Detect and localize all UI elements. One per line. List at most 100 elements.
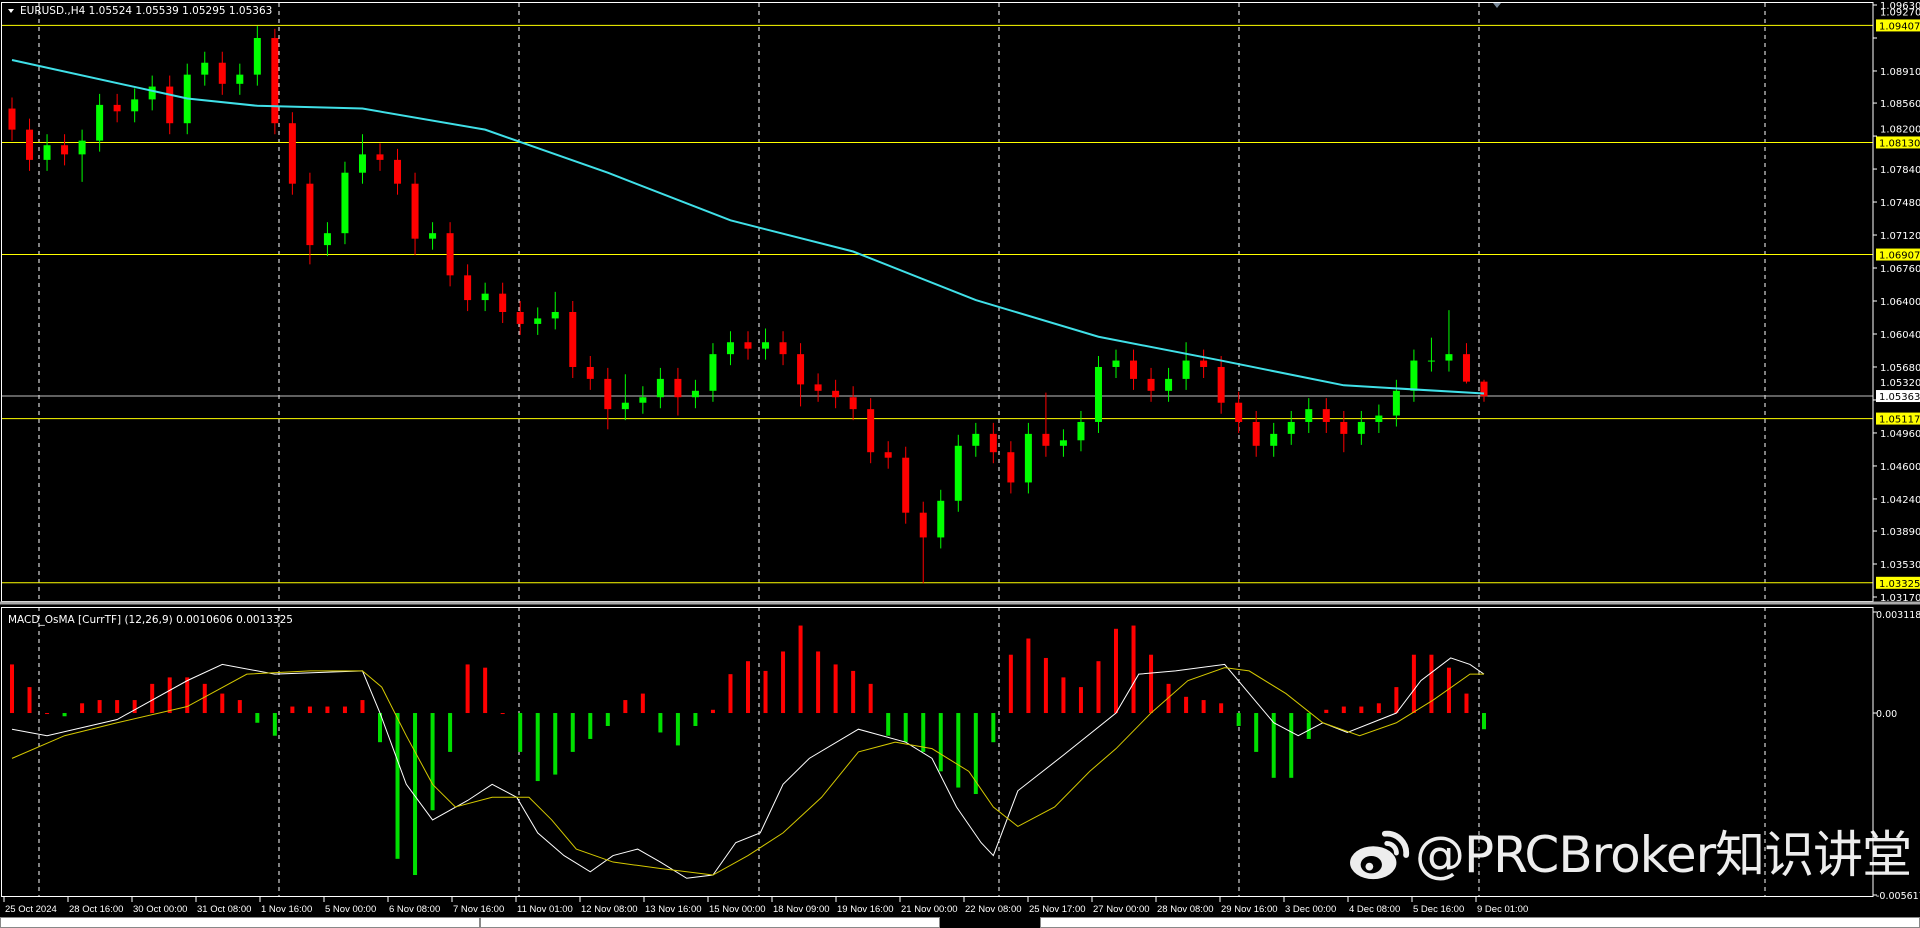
candle-body bbox=[726, 342, 734, 355]
candle-body bbox=[271, 37, 279, 124]
candle-body bbox=[604, 378, 612, 410]
histogram-bar bbox=[1096, 661, 1101, 714]
candle-body bbox=[481, 293, 489, 301]
histogram-bar bbox=[728, 674, 733, 714]
histogram-bar bbox=[1166, 683, 1171, 714]
histogram-bar bbox=[430, 713, 435, 811]
macd-line bbox=[11, 657, 1485, 879]
histogram-bar bbox=[851, 670, 856, 714]
price-tick-label: 1.07480 bbox=[1880, 198, 1920, 209]
histogram-bar bbox=[448, 713, 453, 752]
candle-body bbox=[814, 384, 822, 391]
triangle-down-icon[interactable] bbox=[8, 9, 14, 13]
price-tick-label: 1.03170 bbox=[1880, 593, 1920, 604]
time-label: 21 Nov 00:00 bbox=[901, 904, 958, 915]
price-tick-label: 1.07840 bbox=[1880, 165, 1920, 176]
candle-body bbox=[113, 104, 121, 112]
histogram-bar bbox=[1184, 696, 1189, 714]
histogram-bar bbox=[1008, 654, 1013, 714]
histogram-bar bbox=[781, 651, 786, 714]
candle-body bbox=[797, 354, 805, 385]
candle-body bbox=[534, 318, 542, 324]
candle-body bbox=[376, 154, 384, 160]
histogram-bar bbox=[605, 713, 610, 726]
histogram-bar bbox=[27, 687, 32, 714]
histogram-bar bbox=[342, 706, 347, 714]
time-label: 1 Nov 16:00 bbox=[261, 904, 312, 915]
histogram-bar bbox=[465, 664, 470, 714]
time-label: 13 Nov 16:00 bbox=[645, 904, 702, 915]
candle-body bbox=[218, 62, 226, 84]
grid bbox=[38, 3, 1766, 896]
time-label: 29 Nov 16:00 bbox=[1221, 904, 1278, 915]
histogram-bar bbox=[763, 670, 768, 714]
moving-average bbox=[11, 59, 1485, 395]
candle-body bbox=[1445, 354, 1453, 361]
candle-body bbox=[323, 233, 331, 246]
bid-price-box bbox=[1876, 390, 1920, 403]
price-tick-label: 1.05320 bbox=[1880, 378, 1920, 389]
histogram-bar bbox=[518, 713, 523, 752]
candle-body bbox=[674, 378, 682, 398]
candle-body bbox=[1270, 433, 1278, 446]
histogram-bar bbox=[973, 713, 978, 795]
histogram-bar bbox=[1359, 706, 1364, 714]
macd-axis: 0.0031184 0.00 -0.005617 bbox=[1873, 610, 1920, 902]
time-label: 9 Dec 01:00 bbox=[1477, 904, 1528, 915]
price-tick-label: 1.04600 bbox=[1880, 462, 1920, 473]
candle-body bbox=[1094, 366, 1102, 422]
time-label: 7 Nov 16:00 bbox=[453, 904, 504, 915]
candle-body bbox=[8, 108, 16, 130]
candle-body bbox=[1375, 415, 1383, 422]
histogram-bar bbox=[1254, 713, 1259, 752]
histogram-bar bbox=[570, 713, 575, 752]
candle-body bbox=[884, 452, 892, 458]
candle-body bbox=[429, 233, 437, 239]
price-tick-label: 1.09270 bbox=[1880, 7, 1920, 18]
chart-tab[interactable] bbox=[480, 917, 940, 928]
level-price-box bbox=[1876, 248, 1920, 261]
histogram-bar bbox=[220, 693, 225, 714]
histogram-bar bbox=[1114, 628, 1118, 714]
indicator-label: MACD_OsMA [CurrTF] (12,26,9) 0.0010606 0… bbox=[8, 614, 293, 626]
histogram-bar bbox=[1289, 713, 1294, 778]
candle-body bbox=[1427, 360, 1435, 362]
candle-body bbox=[1235, 402, 1243, 422]
candle-body bbox=[1182, 360, 1190, 379]
time-label: 25 Oct 2024 bbox=[5, 904, 57, 915]
histogram-bar bbox=[623, 700, 628, 714]
candle-body bbox=[1480, 381, 1488, 397]
macd-tick-label: 0.00 bbox=[1876, 709, 1897, 720]
candle-body bbox=[1462, 354, 1470, 382]
time-label: 5 Nov 00:00 bbox=[325, 904, 376, 915]
histogram-bar bbox=[413, 713, 418, 876]
histogram-bar bbox=[167, 677, 172, 714]
histogram-bar bbox=[868, 683, 873, 714]
histogram-bar bbox=[97, 700, 102, 714]
histogram-bar bbox=[903, 713, 908, 743]
chart-tab[interactable] bbox=[0, 917, 480, 928]
time-label: 22 Nov 08:00 bbox=[965, 904, 1022, 915]
candle-body bbox=[954, 445, 962, 501]
histogram-bar bbox=[10, 664, 14, 714]
candle-body bbox=[131, 99, 139, 112]
chart-tab[interactable] bbox=[1040, 917, 1920, 928]
time-label: 28 Nov 08:00 bbox=[1157, 904, 1214, 915]
macd-tick-label: 0.0031184 bbox=[1876, 610, 1920, 621]
histogram-bar bbox=[1236, 713, 1241, 726]
histogram-bar bbox=[202, 683, 207, 714]
histogram-bar bbox=[1201, 700, 1206, 714]
shift-marker-icon[interactable] bbox=[1493, 3, 1501, 8]
histogram-bar bbox=[378, 713, 382, 743]
time-axis: 25 Oct 2024 28 Oct 16:00 30 Oct 00:00 31 Oc… bbox=[3, 897, 1528, 915]
price-tick-label: 1.06040 bbox=[1880, 330, 1920, 341]
histogram-bar bbox=[80, 703, 85, 714]
candle-body bbox=[61, 145, 69, 155]
candle-body bbox=[236, 74, 244, 84]
histogram-bar bbox=[1078, 687, 1083, 714]
time-label: 18 Nov 09:00 bbox=[773, 904, 830, 915]
price-tick-label: 1.04240 bbox=[1880, 495, 1920, 506]
candle-body bbox=[1357, 421, 1365, 434]
